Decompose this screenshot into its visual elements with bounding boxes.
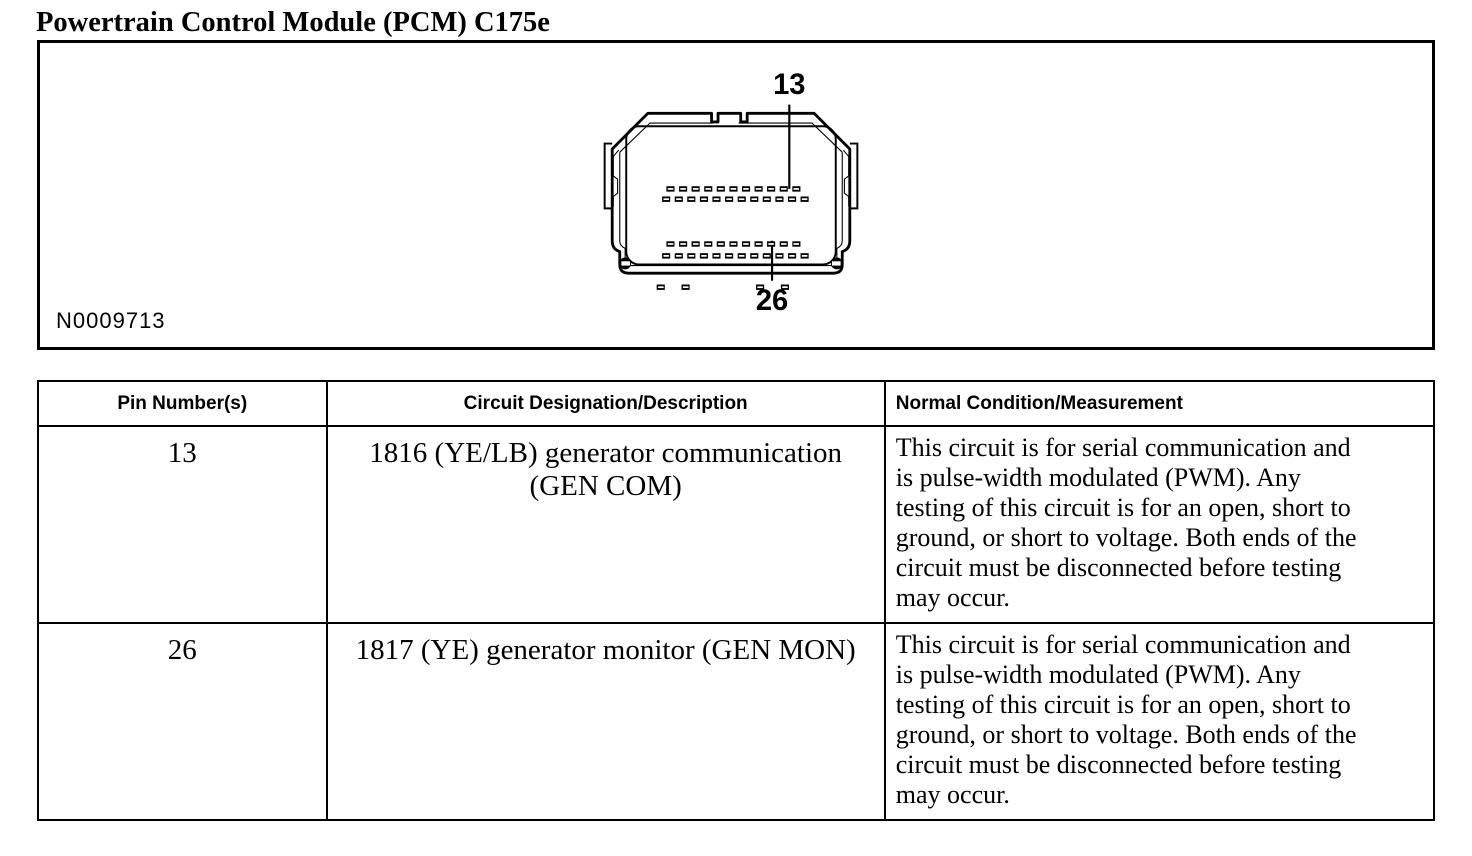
svg-text:13: 13 [773,69,805,101]
